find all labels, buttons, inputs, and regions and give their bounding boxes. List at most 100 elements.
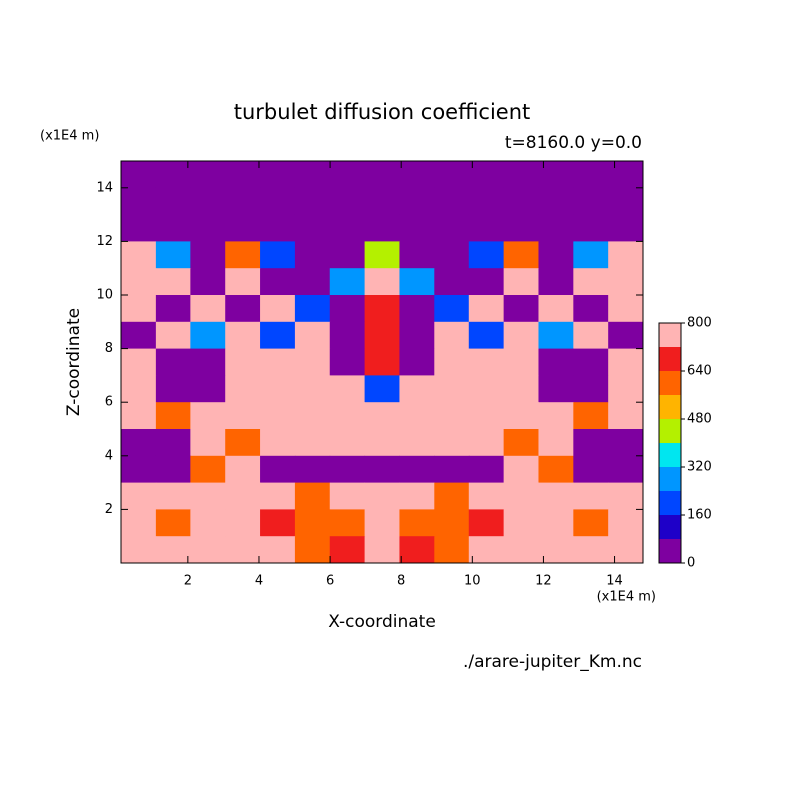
x-tick-label: 14 <box>606 574 623 589</box>
heatmap-cell <box>538 402 574 430</box>
heatmap-cell <box>503 402 539 430</box>
heatmap-cell <box>538 241 574 269</box>
heatmap-cell <box>573 268 609 296</box>
heatmap-cell <box>434 161 470 189</box>
heatmap-cell <box>260 509 296 537</box>
chart-subtitle: t=8160.0 y=0.0 <box>505 133 642 153</box>
heatmap-cell <box>399 295 435 323</box>
y-tick-label: 4 <box>105 448 113 463</box>
heatmap-cell <box>294 429 331 457</box>
heatmap-cell <box>573 321 609 350</box>
heatmap-cell <box>294 321 331 350</box>
heatmap-cell <box>225 187 261 216</box>
colorbar-tick-label: 640 <box>687 364 712 379</box>
heatmap-cell <box>121 375 157 403</box>
colorbar-band <box>659 347 681 371</box>
heatmap-cell <box>468 455 505 484</box>
heatmap-cell <box>329 161 366 189</box>
heatmap-cell <box>434 482 470 510</box>
heatmap-cell <box>538 187 574 216</box>
heatmap-cell <box>155 161 192 189</box>
heatmap-cell <box>399 321 435 350</box>
heatmap-cell <box>121 295 157 323</box>
heatmap-cell <box>121 161 157 189</box>
heatmap-cell <box>608 295 644 323</box>
heatmap-cell <box>260 402 296 430</box>
heatmap-cell <box>399 161 435 189</box>
x-tick-label: 10 <box>464 574 481 589</box>
heatmap-cell <box>260 214 296 242</box>
heatmap-cell <box>294 348 331 376</box>
heatmap-cell <box>225 321 261 350</box>
heatmap-cell <box>538 455 574 484</box>
heatmap-cell <box>294 455 331 484</box>
colorbar-band <box>659 443 681 467</box>
heatmap-cell <box>329 429 366 457</box>
heatmap-cell <box>155 295 192 323</box>
heatmap-cell <box>503 321 539 350</box>
heatmap-cell <box>434 321 470 350</box>
heatmap-cell <box>434 536 470 564</box>
heatmap-cell <box>399 455 435 484</box>
heatmap-cell <box>468 429 505 457</box>
y-tick-label: 2 <box>105 502 113 517</box>
x-tick-label: 12 <box>535 574 552 589</box>
heatmap-cell <box>329 295 366 323</box>
heatmap-cell <box>468 241 505 269</box>
heatmap-cell <box>573 482 609 510</box>
heatmap-cell <box>155 429 192 457</box>
heatmap-cell <box>468 509 505 537</box>
heatmap-cell <box>225 161 261 189</box>
heatmap-cell <box>364 268 400 296</box>
heatmap-cell <box>155 509 192 537</box>
heatmap-cell <box>608 268 644 296</box>
heatmap-cell <box>190 161 226 189</box>
heatmap-cell <box>434 375 470 403</box>
heatmap-cell <box>434 455 470 484</box>
heatmap-cell <box>538 348 574 376</box>
heatmap-cell <box>225 402 261 430</box>
heatmap-cell <box>503 348 539 376</box>
heatmap-cell <box>260 321 296 350</box>
heatmap-cell <box>121 348 157 376</box>
y-tick-label: 6 <box>105 395 113 410</box>
x-axis-label: X-coordinate <box>328 612 436 632</box>
heatmap-cell <box>121 187 157 216</box>
heatmap-cell <box>260 536 296 564</box>
heatmap-cell <box>364 214 400 242</box>
heatmap-cell <box>573 455 609 484</box>
heatmap-cell <box>399 241 435 269</box>
heatmap-cell <box>121 402 157 430</box>
y-unit: (x1E4 m) <box>40 129 99 144</box>
colorbar-band <box>659 395 681 419</box>
heatmap-cell <box>260 455 296 484</box>
heatmap-cell <box>225 241 261 269</box>
heatmap-cell <box>364 161 400 189</box>
heatmap-cell <box>434 402 470 430</box>
heatmap-cell <box>190 295 226 323</box>
heatmap-cell <box>364 295 400 323</box>
x-unit: (x1E4 m) <box>597 590 656 605</box>
heatmap-cell <box>573 295 609 323</box>
heatmap-cell <box>190 241 226 269</box>
heatmap-cell <box>225 295 261 323</box>
heatmap-cell <box>260 161 296 189</box>
heatmap-cell <box>608 241 644 269</box>
heatmap-cell <box>538 509 574 537</box>
heatmap-cell <box>121 214 157 242</box>
chart-title: turbulet diffusion coefficient <box>234 100 531 124</box>
heatmap-cell <box>329 482 366 510</box>
heatmap-cell <box>364 482 400 510</box>
heatmap-cell <box>260 295 296 323</box>
heatmap-cell <box>155 482 192 510</box>
heatmap-cell <box>121 482 157 510</box>
heatmap-cell <box>121 455 157 484</box>
colorbar-tick-label: 160 <box>687 508 712 523</box>
heatmap-cell <box>399 214 435 242</box>
heatmap-cell <box>399 348 435 376</box>
heatmap-cell <box>538 536 574 564</box>
heatmap-cell <box>608 187 644 216</box>
heatmap-cell <box>573 214 609 242</box>
heatmap-cell <box>225 455 261 484</box>
heatmap-cell <box>364 455 400 484</box>
